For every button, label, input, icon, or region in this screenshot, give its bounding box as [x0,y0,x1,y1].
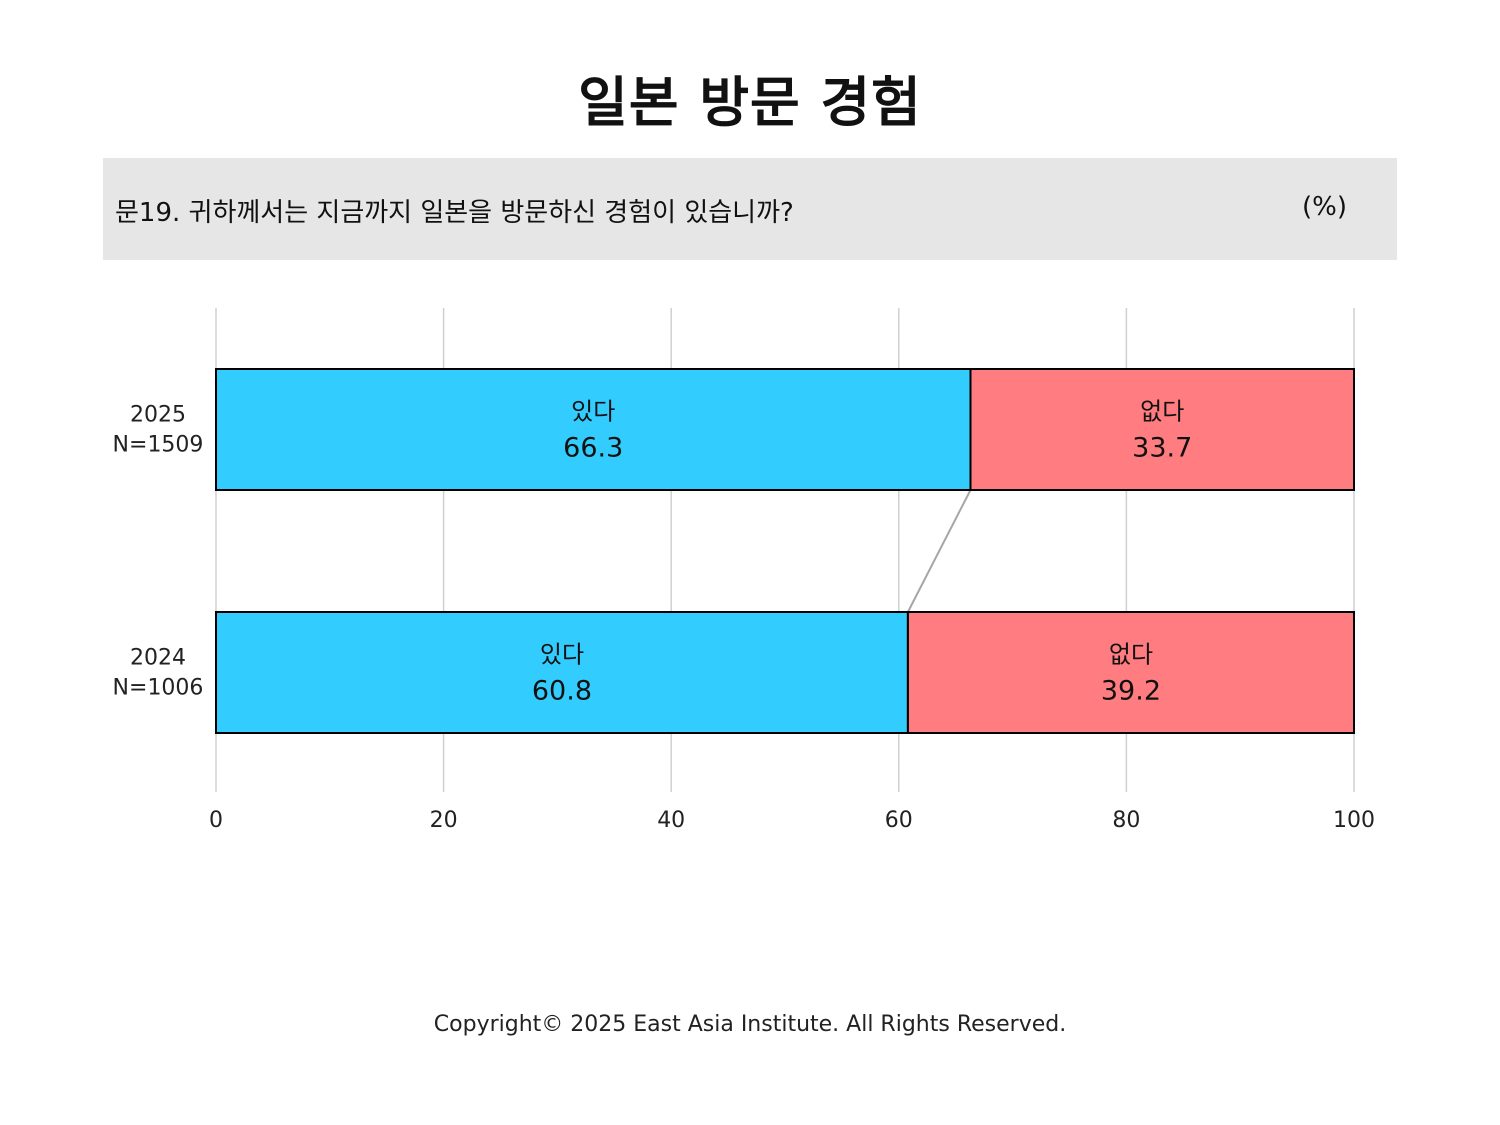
x-tick-label-60: 60 [885,808,913,833]
x-tick-label-20: 20 [430,808,458,833]
stacked-bar-chart: 0 20 40 60 80 100 2025 N=1509 있다 66.3 없다 33.7 2024 N=… [113,308,1375,833]
x-tick-label-0: 0 [209,808,223,833]
data-label-2025-0: 66.3 [563,433,623,464]
category-label-year-0: 2025 [130,403,186,428]
unit-label: (%) [1302,192,1347,222]
x-tick-label-100: 100 [1333,808,1375,833]
series-connector-line [907,489,972,613]
bar-series-label-2025-0: 있다 [571,398,615,426]
copyright-footer: Copyright© 2025 East Asia Institute. All… [433,1012,1067,1037]
data-label-2024-0: 60.8 [532,676,592,707]
category-label-n-0: N=1509 [113,433,204,458]
bar-2025-series-1 [969,368,1356,491]
question-box: 문19. 귀하께서는 지금까지 일본을 방문하신 경험이 있습니까? (%) [103,158,1397,260]
data-label-2025-1: 33.7 [1132,433,1192,464]
bar-series-label-2025-1: 없다 [1140,398,1184,426]
bar-2025-series-0 [215,368,972,491]
category-label-year-1: 2024 [130,646,186,671]
x-tick-label-40: 40 [657,808,685,833]
bar-series-label-2024-1: 없다 [1109,641,1153,669]
category-label-n-1: N=1006 [113,676,204,701]
chart-title: 일본 방문 경험 [578,71,922,134]
bar-2024-series-1 [906,611,1355,734]
bar-2024-series-0 [215,611,909,734]
data-label-2024-1: 39.2 [1101,676,1161,707]
question-text: 문19. 귀하께서는 지금까지 일본을 방문하신 경험이 있습니까? [115,198,794,228]
x-tick-label-80: 80 [1112,808,1140,833]
bar-series-label-2024-0: 있다 [540,641,584,669]
